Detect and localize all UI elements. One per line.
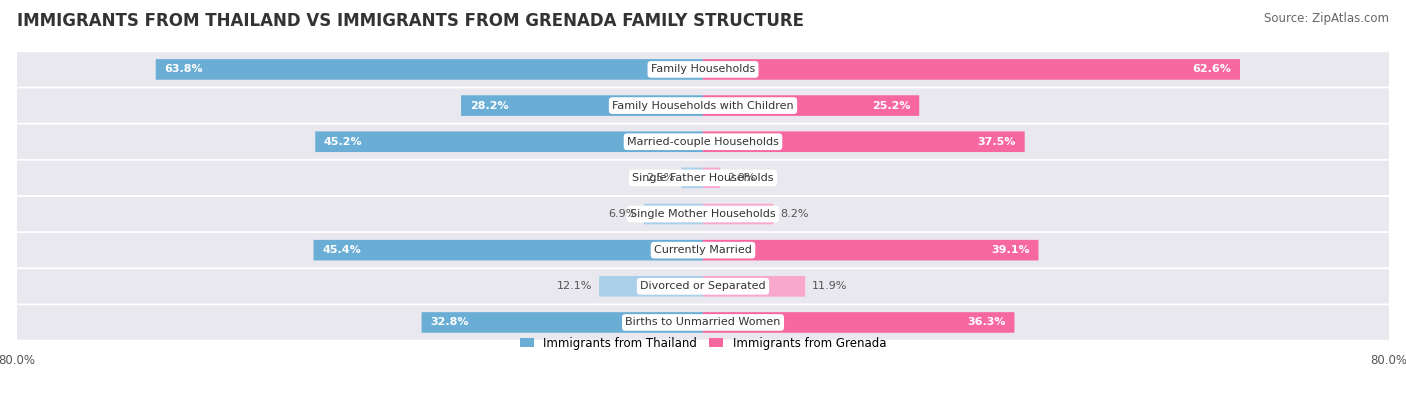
- Legend: Immigrants from Thailand, Immigrants from Grenada: Immigrants from Thailand, Immigrants fro…: [520, 337, 886, 350]
- Text: 37.5%: 37.5%: [977, 137, 1017, 147]
- FancyBboxPatch shape: [17, 233, 1389, 267]
- FancyBboxPatch shape: [703, 59, 1240, 80]
- FancyBboxPatch shape: [17, 88, 1389, 123]
- Text: 11.9%: 11.9%: [811, 281, 848, 292]
- Text: 6.9%: 6.9%: [609, 209, 637, 219]
- Text: Family Households: Family Households: [651, 64, 755, 74]
- Text: 25.2%: 25.2%: [872, 101, 911, 111]
- FancyBboxPatch shape: [422, 312, 703, 333]
- FancyBboxPatch shape: [703, 167, 720, 188]
- Text: 63.8%: 63.8%: [165, 64, 202, 74]
- FancyBboxPatch shape: [17, 161, 1389, 195]
- FancyBboxPatch shape: [461, 95, 703, 116]
- Text: Divorced or Separated: Divorced or Separated: [640, 281, 766, 292]
- FancyBboxPatch shape: [315, 132, 703, 152]
- FancyBboxPatch shape: [17, 269, 1389, 303]
- Text: 2.0%: 2.0%: [727, 173, 755, 183]
- Text: 2.5%: 2.5%: [647, 173, 675, 183]
- FancyBboxPatch shape: [17, 52, 1389, 87]
- FancyBboxPatch shape: [703, 132, 1025, 152]
- FancyBboxPatch shape: [703, 276, 806, 297]
- FancyBboxPatch shape: [703, 204, 773, 224]
- FancyBboxPatch shape: [703, 95, 920, 116]
- Text: 39.1%: 39.1%: [991, 245, 1029, 255]
- FancyBboxPatch shape: [703, 240, 1039, 260]
- FancyBboxPatch shape: [682, 167, 703, 188]
- Text: 45.4%: 45.4%: [322, 245, 361, 255]
- Text: 8.2%: 8.2%: [780, 209, 808, 219]
- Text: Family Households with Children: Family Households with Children: [612, 101, 794, 111]
- FancyBboxPatch shape: [17, 124, 1389, 159]
- Text: 12.1%: 12.1%: [557, 281, 592, 292]
- Text: 36.3%: 36.3%: [967, 318, 1005, 327]
- Text: 45.2%: 45.2%: [323, 137, 363, 147]
- Text: Married-couple Households: Married-couple Households: [627, 137, 779, 147]
- FancyBboxPatch shape: [703, 312, 1014, 333]
- Text: IMMIGRANTS FROM THAILAND VS IMMIGRANTS FROM GRENADA FAMILY STRUCTURE: IMMIGRANTS FROM THAILAND VS IMMIGRANTS F…: [17, 12, 804, 30]
- Text: Currently Married: Currently Married: [654, 245, 752, 255]
- Text: Source: ZipAtlas.com: Source: ZipAtlas.com: [1264, 12, 1389, 25]
- FancyBboxPatch shape: [17, 305, 1389, 340]
- Text: Single Father Households: Single Father Households: [633, 173, 773, 183]
- FancyBboxPatch shape: [17, 197, 1389, 231]
- Text: Single Mother Households: Single Mother Households: [630, 209, 776, 219]
- Text: 62.6%: 62.6%: [1192, 64, 1232, 74]
- Text: 32.8%: 32.8%: [430, 318, 468, 327]
- FancyBboxPatch shape: [314, 240, 703, 260]
- Text: Births to Unmarried Women: Births to Unmarried Women: [626, 318, 780, 327]
- FancyBboxPatch shape: [644, 204, 703, 224]
- FancyBboxPatch shape: [156, 59, 703, 80]
- Text: 28.2%: 28.2%: [470, 101, 509, 111]
- FancyBboxPatch shape: [599, 276, 703, 297]
